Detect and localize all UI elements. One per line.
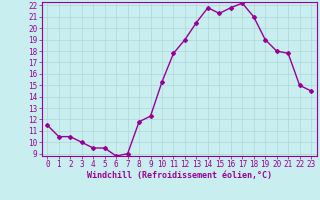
X-axis label: Windchill (Refroidissement éolien,°C): Windchill (Refroidissement éolien,°C): [87, 171, 272, 180]
